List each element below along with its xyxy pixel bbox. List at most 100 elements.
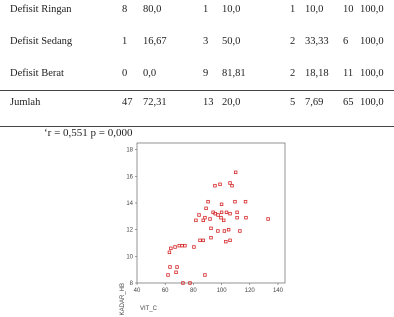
table-cell: 20,0 xyxy=(222,97,241,108)
x-tick-label: 100 xyxy=(217,288,228,294)
table-cell: 100,0 xyxy=(360,4,384,15)
y-tick-label: 12 xyxy=(126,228,133,234)
point xyxy=(216,229,220,233)
point xyxy=(177,243,181,248)
point xyxy=(213,211,217,216)
point xyxy=(198,238,202,243)
table-cell: 65 xyxy=(343,97,354,108)
y-tick-label: 18 xyxy=(126,148,133,154)
x-tick-label: 140 xyxy=(273,288,284,294)
row-label: Defisit Berat xyxy=(10,68,64,79)
x-tick-label: 80 xyxy=(190,288,197,294)
point xyxy=(224,210,229,215)
table-cell: 7,69 xyxy=(305,97,324,108)
table-cell: 72,31 xyxy=(143,97,167,108)
point xyxy=(194,218,198,223)
point xyxy=(206,199,210,204)
table-cell: 100,0 xyxy=(360,68,384,79)
point xyxy=(204,206,208,211)
point xyxy=(243,199,248,204)
point xyxy=(228,238,232,243)
point xyxy=(201,238,205,243)
point xyxy=(219,215,223,220)
table-cell: 5 xyxy=(290,97,296,108)
table-cell: 8 xyxy=(122,4,128,15)
point xyxy=(222,229,227,233)
table-cell: 1 xyxy=(122,36,128,47)
point xyxy=(209,235,213,240)
point xyxy=(168,265,172,269)
table-cell: 0,0 xyxy=(143,68,157,79)
point xyxy=(166,273,170,277)
table-cell: 16,67 xyxy=(143,36,167,47)
row-label: Jumlah xyxy=(10,97,41,108)
point xyxy=(208,217,212,221)
table-cell: 100,0 xyxy=(360,36,384,47)
point xyxy=(224,239,228,244)
point xyxy=(183,243,187,248)
point xyxy=(213,183,217,188)
table-rule xyxy=(0,90,394,91)
point xyxy=(181,281,185,285)
table-cell: 13 xyxy=(203,97,214,108)
x-axis-label: VIT_C xyxy=(140,306,158,312)
table-cell: 10,0 xyxy=(305,4,324,15)
point xyxy=(219,210,224,215)
table-cell: 0 xyxy=(122,68,128,79)
y-tick-label: 10 xyxy=(126,254,133,260)
point xyxy=(201,218,205,223)
point xyxy=(266,217,270,221)
point xyxy=(235,215,239,220)
point xyxy=(233,170,238,175)
plot-frame xyxy=(136,142,286,284)
table-cell: 50,0 xyxy=(222,36,241,47)
point xyxy=(228,181,232,185)
table-cell: 81,81 xyxy=(222,68,246,79)
point xyxy=(169,246,173,251)
point xyxy=(221,218,226,223)
y-axis-label: KADAR_HB xyxy=(120,283,126,315)
table-cell: 33,33 xyxy=(305,36,329,47)
table-cell: 2 xyxy=(290,68,296,79)
point xyxy=(228,211,232,216)
point xyxy=(230,183,234,188)
x-tick-label: 60 xyxy=(162,288,169,294)
table-cell: 1 xyxy=(203,4,209,15)
table-cell: 9 xyxy=(203,68,209,79)
point xyxy=(173,245,177,249)
point xyxy=(203,273,207,277)
row-label: Defisit Sedang xyxy=(10,36,73,47)
table-cell: 10 xyxy=(343,4,354,15)
table-cell: 47 xyxy=(122,97,133,108)
y-tick-label: 14 xyxy=(126,201,133,207)
point xyxy=(238,229,242,233)
point xyxy=(174,270,178,275)
point xyxy=(192,245,196,249)
point xyxy=(175,265,179,269)
point xyxy=(244,215,248,220)
point xyxy=(197,213,201,217)
point xyxy=(203,215,207,220)
table-cell: 11 xyxy=(343,68,354,79)
point xyxy=(188,281,192,285)
x-tick-label: 120 xyxy=(245,288,256,294)
x-tick-label: 40 xyxy=(134,288,141,294)
point xyxy=(209,226,213,231)
table-cell: 18,18 xyxy=(305,68,329,79)
point xyxy=(219,202,224,207)
table-cell: 1 xyxy=(290,4,296,15)
point xyxy=(233,199,237,204)
stat-line: ʻr = 0,551 p = 0,000 xyxy=(44,127,133,139)
row-label: Defisit Ringan xyxy=(10,4,72,15)
table-rule xyxy=(0,126,394,127)
point xyxy=(218,182,222,187)
point xyxy=(180,243,184,248)
table-cell: 6 xyxy=(343,36,349,47)
y-tick-label: 8 xyxy=(130,281,134,287)
point xyxy=(235,210,239,215)
table-cell: 3 xyxy=(203,36,209,47)
point xyxy=(226,227,231,232)
table-cell: 100,0 xyxy=(360,97,384,108)
